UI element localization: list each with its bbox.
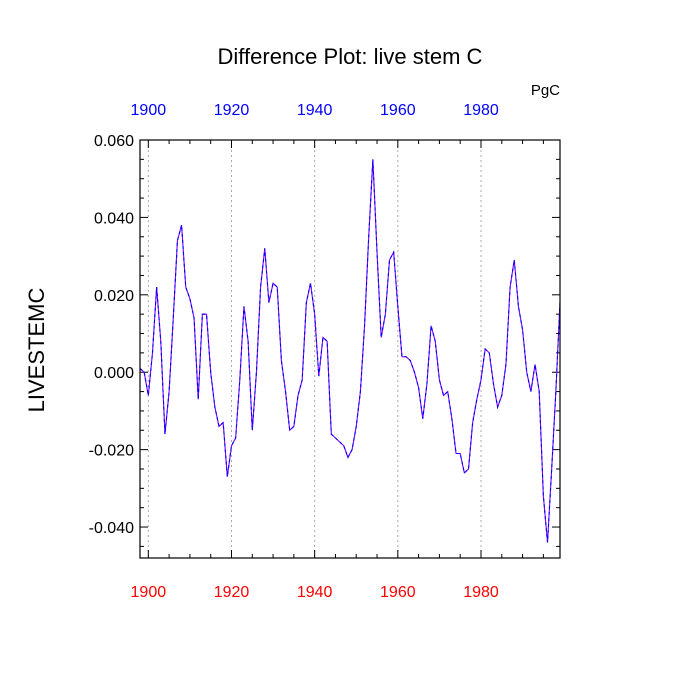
y-tick-label: -0.040 [89,520,134,537]
y-tick-label: 0.060 [94,133,134,150]
x-tick-label-top: 1940 [297,102,333,119]
y-tick-label: 0.000 [94,365,134,382]
x-tick-label-top: 1960 [380,102,416,119]
chart-title: Difference Plot: live stem C [218,44,483,69]
units-label: PgC [531,82,560,99]
y-axis-label: LIVESTEMC [24,288,49,413]
x-tick-label-top: 1980 [463,102,499,119]
y-tick-label: -0.020 [89,443,134,460]
plot-frame [139,139,561,559]
x-tick-label-bottom: 1980 [463,584,499,601]
series-group [139,159,561,543]
x-tick-label-bottom: 1940 [297,584,333,601]
x-tick-label-bottom: 1920 [214,584,250,601]
x-tick-label-top: 1900 [131,102,167,119]
series-line [139,159,561,543]
series-line-dashed [139,159,561,543]
y-tick-label: 0.020 [94,288,134,305]
axis-ticks [140,139,560,558]
x-tick-label-bottom: 1900 [131,584,167,601]
grid-lines [147,140,482,558]
y-tick-label: 0.040 [94,210,134,227]
x-tick-label-top: 1920 [214,102,250,119]
x-tick-label-bottom: 1960 [380,584,416,601]
tick-labels: 1900 1900 1920 1920 1940 1940 1960 1960 1980 1980… [89,102,499,601]
